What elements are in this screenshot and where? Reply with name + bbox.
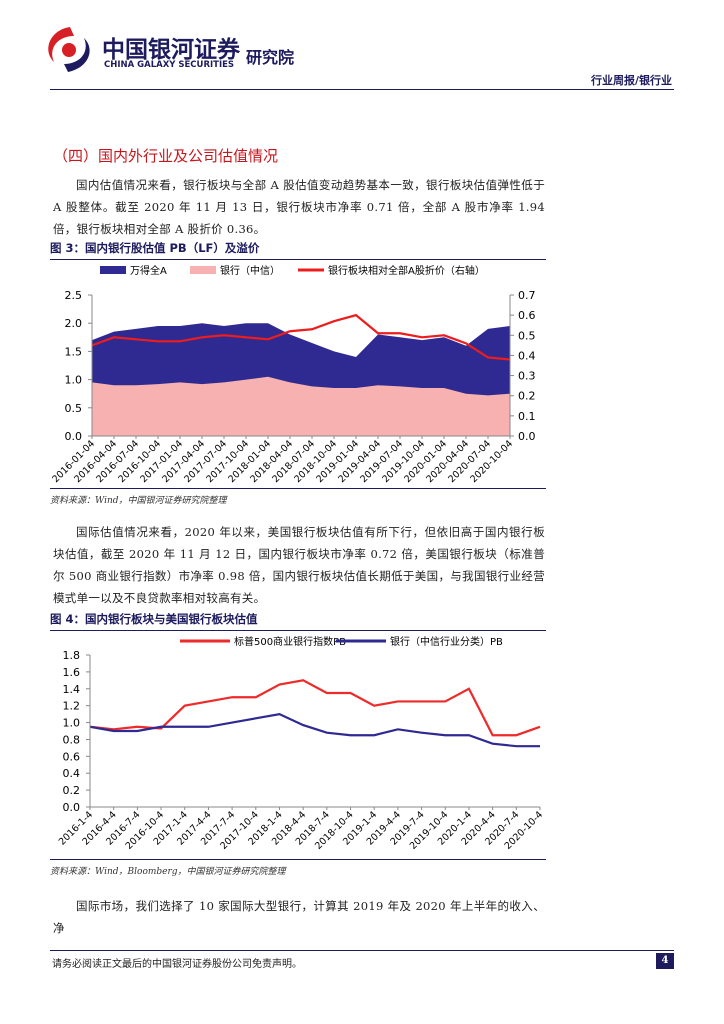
y-tick-label: 2.5: [65, 289, 83, 302]
line: [89, 712, 540, 748]
y-tick-label: 0.6: [63, 750, 81, 763]
figure-caption: 图 4：国内银行板块与美国银行板块估值: [50, 611, 546, 631]
y-tick-label: 0.8: [63, 733, 81, 746]
y-tick-label: 2.0: [65, 317, 83, 330]
line: [91, 313, 511, 361]
y-tick-label: 1.0: [63, 717, 81, 730]
figure-caption: 图 3：国内银行股估值 PB（LF）及溢价: [50, 240, 546, 260]
paragraph: 国内估值情况来看，银行板块与全部 A 股估值变动趋势基本一致，银行板块估值弹性低…: [53, 178, 545, 236]
legend-label: 银行板块相对全部A股折价（右轴）: [328, 264, 485, 277]
legend-label: 银行（中信）: [220, 264, 280, 277]
y-tick-label: 1.5: [65, 345, 83, 358]
section-title: （四）国内外行业及公司估值情况: [53, 147, 279, 165]
footer-rule: [50, 950, 674, 951]
y2-tick-label: 0.7: [518, 289, 536, 302]
disclaimer: 请务必阅读正文最后的中国银河证券股份公司免责声明。: [52, 959, 302, 970]
y2-tick-label: 0.6: [518, 309, 536, 322]
area: [92, 376, 510, 436]
legend-label: 标普500商业银行指数PB: [234, 635, 346, 648]
line: [89, 679, 541, 737]
y2-tick-label: 0.4: [518, 349, 536, 362]
logo: [48, 27, 90, 72]
y-tick-label: 0.5: [65, 402, 83, 415]
legend-label: 万得全A: [130, 264, 167, 277]
figure-source: 资料来源：Wind，Bloomberg，中国银河证券研究院整理: [50, 859, 546, 877]
y-tick-label: 1.0: [65, 374, 83, 387]
y2-tick-label: 0.2: [518, 390, 536, 403]
y-tick-label: 1.8: [63, 649, 81, 662]
legend-label: 银行（中信行业分类）PB: [390, 635, 503, 648]
y-tick-label: 0.0: [65, 430, 83, 443]
y2-tick-label: 0.5: [518, 329, 536, 342]
header-rule: [50, 89, 674, 90]
paragraph: 国际估值情况来看，2020 年以来，美国银行板块估值有所下行，但依旧高于国内银行…: [53, 525, 545, 605]
y-tick-label: 0.0: [63, 801, 81, 814]
page-number: 4: [656, 953, 674, 969]
company-en: CHINA GALAXY SECURITIES: [104, 60, 235, 70]
report-type: 行业周报/银行业: [590, 74, 672, 87]
y-tick-label: 0.2: [63, 784, 81, 797]
y2-tick-label: 0.1: [518, 410, 536, 423]
y-tick-label: 1.2: [63, 700, 81, 713]
institute: 研究院: [246, 48, 295, 67]
legend-swatch: [100, 266, 126, 274]
y-tick-label: 0.4: [63, 767, 81, 780]
legend-swatch: [190, 266, 216, 274]
paragraph: 国际市场，我们选择了 10 家国际大型银行，计算其 2019 年及 2020 年…: [53, 899, 545, 935]
company-name: 中国银河证券: [102, 37, 240, 63]
y-tick-label: 1.4: [63, 683, 81, 696]
y2-tick-label: 0.0: [518, 430, 536, 443]
y-tick-label: 1.6: [63, 666, 81, 679]
figure-source: 资料来源：Wind，中国银河证券研究院整理: [50, 488, 546, 506]
y2-tick-label: 0.3: [518, 370, 536, 383]
